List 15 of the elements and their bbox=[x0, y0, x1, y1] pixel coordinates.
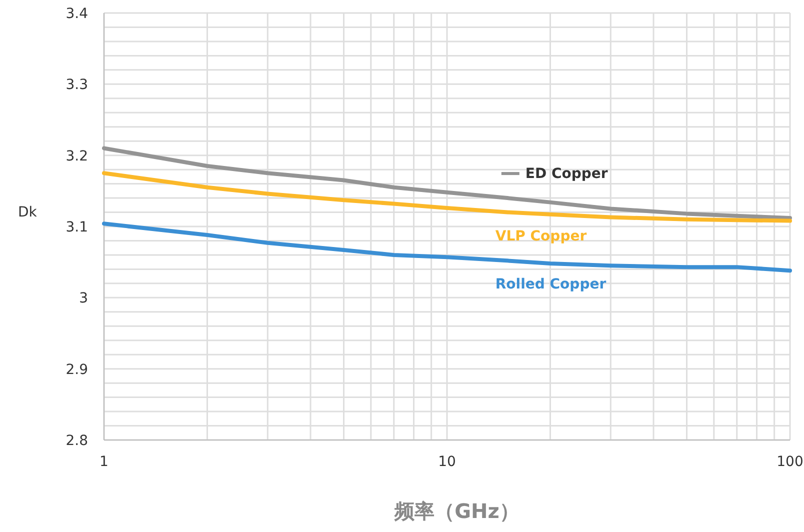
x-tick-label: 1 bbox=[100, 454, 108, 470]
y-tick-label: 3.2 bbox=[66, 148, 88, 164]
y-tick-label: 3.4 bbox=[66, 6, 88, 22]
x-tick-label: 100 bbox=[776, 454, 804, 470]
y-tick-label: 3 bbox=[79, 290, 88, 307]
y-tick-label: 3.1 bbox=[66, 220, 88, 236]
series-label: VLP Copper bbox=[495, 228, 587, 244]
y-tick-label: 2.9 bbox=[66, 362, 88, 378]
x-axis-title: 频率（GHz） bbox=[394, 499, 520, 523]
series-label: Rolled Copper bbox=[495, 276, 606, 293]
y-tick-label: 2.8 bbox=[66, 433, 88, 449]
legend-label: ED Copper bbox=[525, 166, 608, 182]
x-tick-label: 10 bbox=[438, 454, 456, 470]
y-axis-title: Dk bbox=[18, 204, 38, 220]
y-tick-label: 3.3 bbox=[66, 77, 88, 94]
